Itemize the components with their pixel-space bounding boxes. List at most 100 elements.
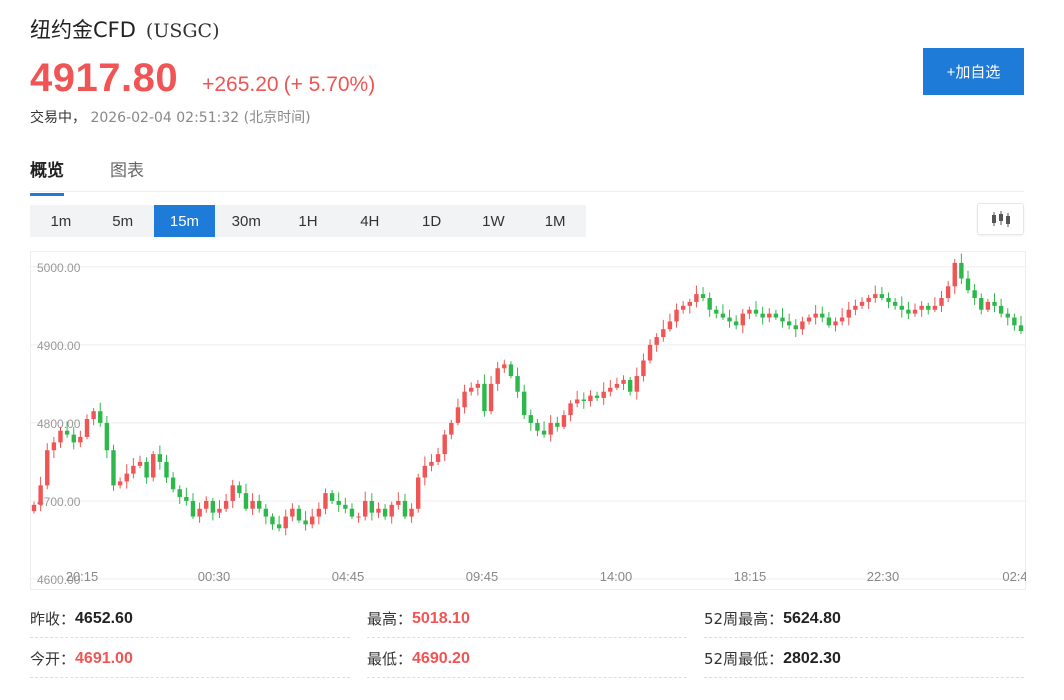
candle-body <box>588 395 593 402</box>
candle-body <box>409 508 414 517</box>
stat-low: 最低： 4690.20 <box>367 640 687 678</box>
last-price: 4917.80 <box>30 56 179 100</box>
candle-body <box>727 317 732 322</box>
candle-body <box>892 301 898 306</box>
stats-row: 昨收： 4652.60 最高： 5018.10 52周最高： 5624.80 <box>30 600 1024 640</box>
candle-body <box>667 321 673 330</box>
candle-body <box>290 508 295 517</box>
candle-body <box>435 454 441 462</box>
candle-body <box>263 508 269 517</box>
candle-body <box>382 508 388 517</box>
candle-body <box>906 309 911 314</box>
candle-body <box>594 395 600 398</box>
candle-body <box>151 454 156 478</box>
candle-body <box>422 465 428 478</box>
price-row: 4917.80 +265.20 (+ 5.70%) <box>30 56 375 101</box>
candle-body <box>647 344 653 361</box>
interval-1w[interactable]: 1W <box>482 212 505 230</box>
stat-label: 52周最低： <box>704 650 784 668</box>
candle-body <box>210 500 216 513</box>
candle-body <box>64 430 70 435</box>
candle-body <box>71 434 76 443</box>
candle-body <box>389 504 394 517</box>
x-tick-label: 02:4 <box>1002 569 1026 584</box>
candle-body <box>276 524 282 529</box>
interval-30m[interactable]: 30m <box>231 212 261 230</box>
candle-body <box>912 309 918 314</box>
interval-1m[interactable]: 1m <box>50 212 72 230</box>
candle-body <box>329 493 335 501</box>
add-watchlist-button[interactable]: +加自选 <box>923 48 1024 95</box>
candle-body <box>833 321 838 326</box>
candle-body <box>535 422 540 431</box>
stat-label: 最高： <box>367 610 413 628</box>
candle-body <box>541 430 547 435</box>
candle-body <box>356 516 361 518</box>
candle-body <box>270 516 275 525</box>
candle-body <box>204 500 209 509</box>
interval-4h[interactable]: 4H <box>360 212 380 230</box>
candle-body <box>495 368 500 384</box>
interval-1d[interactable]: 1D <box>421 212 442 230</box>
candle-body <box>952 262 957 287</box>
interval-15m[interactable]: 15m <box>153 205 216 237</box>
candle-body <box>714 309 719 314</box>
candle-body <box>190 500 196 517</box>
interval-1h[interactable]: 1H <box>298 212 318 230</box>
candle-body <box>475 383 481 388</box>
title-row: 纽约金CFD (USGC) <box>30 14 220 44</box>
interval-1mo[interactable]: 1M <box>544 212 566 230</box>
candle-body <box>621 379 626 384</box>
instrument-code: (USGC) <box>145 20 220 42</box>
candle-body <box>51 442 57 451</box>
candle-body <box>336 500 341 505</box>
price-chart[interactable]: 5000.00 4900.00 4800.00 4700.00 4600.00 20:15… <box>30 251 1026 591</box>
x-tick-label: 09:45 <box>466 569 499 584</box>
candle-body <box>979 298 984 310</box>
candle-body <box>561 415 567 427</box>
y-tick-label: 4900.00 <box>37 339 81 353</box>
candle-body <box>369 500 375 513</box>
tab-overview[interactable]: 概览 <box>30 156 64 196</box>
candle-body <box>376 508 381 513</box>
candle-body <box>84 419 90 437</box>
candle-body <box>164 461 169 478</box>
y-tick-label: 4800.00 <box>37 417 81 431</box>
candle-body <box>674 309 679 322</box>
candlestick-chart: 5000.00 4900.00 4800.00 4700.00 4600.0020:15… <box>30 251 1026 590</box>
candle-body <box>144 461 149 478</box>
candle-body <box>528 415 534 423</box>
candle-body <box>1012 317 1017 326</box>
candle-body <box>813 313 818 318</box>
candle-body <box>608 387 613 392</box>
candle-body <box>1018 325 1024 331</box>
tab-chart[interactable]: 图表 <box>110 161 144 181</box>
candle-body <box>462 391 467 408</box>
candle-body <box>502 364 507 369</box>
candle-body <box>720 313 726 318</box>
candle-body <box>654 337 659 345</box>
candle-body <box>111 450 116 486</box>
candle-body <box>641 360 646 377</box>
candle-body <box>250 500 255 509</box>
candle-body <box>932 305 938 310</box>
candle-body <box>78 436 83 443</box>
timestamp: 2026-02-04 02:51:32 <box>90 110 240 126</box>
view-tabs: 概览 图表 <box>30 150 1024 196</box>
candle-body <box>442 434 447 455</box>
candle-body <box>700 294 706 299</box>
y-tick-label: 5000.00 <box>37 261 81 275</box>
chart-type-button[interactable] <box>977 203 1024 235</box>
candle-body <box>468 387 474 392</box>
candle-body <box>137 461 143 466</box>
candle-body <box>826 317 832 326</box>
candle-body <box>568 403 573 416</box>
candle-body <box>223 500 229 509</box>
candle-body <box>707 298 712 310</box>
interval-5m[interactable]: 5m <box>112 212 134 230</box>
candle-body <box>939 298 944 306</box>
stat-value: 5018.10 <box>412 609 470 627</box>
stat-high: 最高： 5018.10 <box>367 600 687 638</box>
x-tick-label: 04:45 <box>332 569 365 584</box>
candle-body <box>1005 313 1010 318</box>
